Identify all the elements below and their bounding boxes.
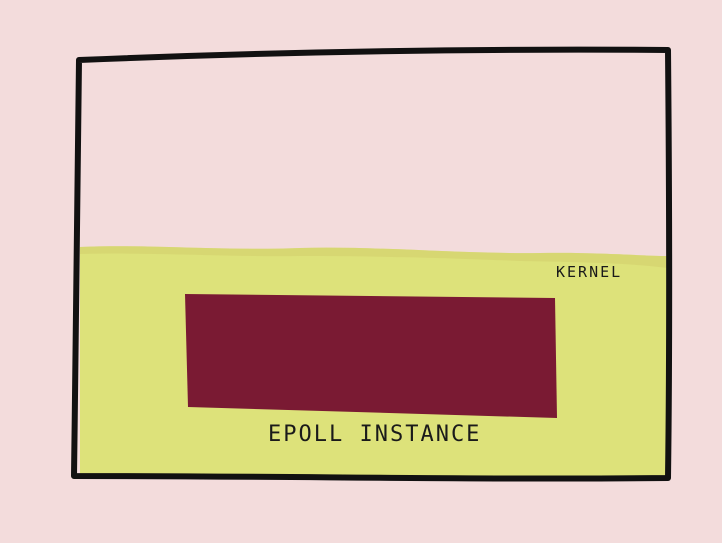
kernel-label: KERNEL bbox=[556, 263, 622, 281]
kernel-region-edge bbox=[80, 246, 668, 268]
outer-frame bbox=[71, 46, 673, 482]
epoll-instance-box bbox=[185, 294, 557, 418]
epoll-instance-label: EPOLL INSTANCE bbox=[268, 422, 481, 447]
